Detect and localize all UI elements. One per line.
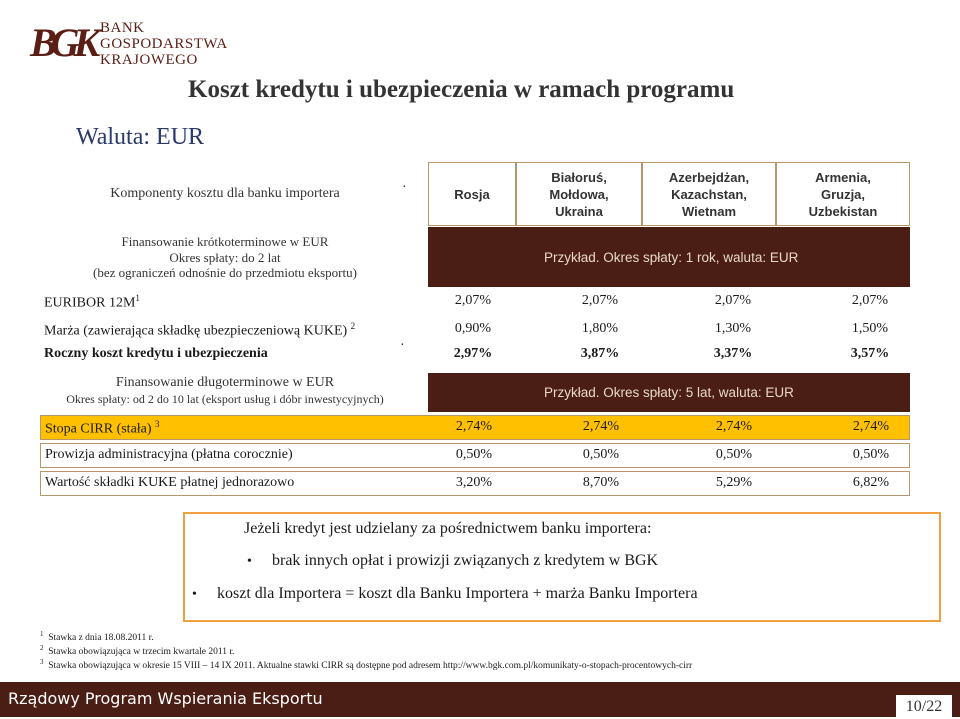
importer-bank-note-box — [183, 512, 941, 622]
table-row-cirr: Stopa CIRR (stała) 3 2,74% 2,74% 2,74% 2… — [40, 415, 910, 440]
value-armenia: 2,07% — [851, 293, 889, 308]
table-row-marza: Marża (zawierająca składkę ubezpieczenio… — [40, 318, 910, 342]
value-armenia: 1,50% — [851, 321, 889, 336]
value-rosja: 0,50% — [455, 447, 493, 462]
page-number: 10/22 — [896, 695, 952, 717]
long-term-example-band: Przykład. Okres spłaty: 5 lat, waluta: E… — [428, 373, 910, 412]
value-bialorus: 1,80% — [581, 321, 619, 336]
table-row-prowizja: Prowizja administracyjna (płatna coroczn… — [40, 443, 910, 468]
table-row-roczny-koszt: Roczny koszt kredytu i ubezpieczenia 2,9… — [40, 343, 910, 367]
row-label: Marża (zawierająca składkę ubezpieczenio… — [44, 321, 356, 339]
logo-text-line-3: KRAJOWEGO — [100, 52, 198, 68]
table-row-skladka-kuke: Wartość składki KUKE płatnej jednorazowo… — [40, 471, 910, 496]
currency-label: Waluta: EUR — [76, 124, 205, 150]
note-bullet-1: brak innych opłat i prowizji związanych … — [272, 552, 659, 569]
note-bullet-2: koszt dla Importera = koszt dla Banku Im… — [217, 585, 698, 602]
note-heading: Jeżeli kredyt jest udzielany za pośredni… — [244, 520, 652, 537]
bullet-icon: • — [192, 587, 197, 602]
value-armenia: 3,57% — [850, 346, 890, 361]
logo-text-line-2: GOSPODARSTWA — [100, 36, 228, 52]
components-header-label: Komponenty kosztu dla banku importera — [110, 186, 340, 201]
bullet-icon: • — [247, 554, 252, 569]
column-header-rosja: Rosja — [428, 162, 516, 226]
value-bialorus: 2,07% — [581, 293, 619, 308]
value-bialorus: 3,87% — [580, 346, 620, 361]
value-azerbejdzan: 2,74% — [715, 419, 753, 434]
short-term-title: Finansowanie krótkoterminowe w EUR — [121, 234, 329, 249]
value-rosja: 2,97% — [453, 346, 493, 361]
value-rosja: 0,90% — [454, 321, 492, 336]
value-armenia: 6,82% — [852, 475, 890, 490]
value-armenia: 2,74% — [852, 419, 890, 434]
footnote-1: 1 Stawka z dnia 18.08.2011 r. — [40, 630, 154, 644]
row-label: Roczny koszt kredytu i ubezpieczenia — [44, 346, 268, 361]
long-term-title: Finansowanie długoterminowe w EUR — [115, 375, 335, 390]
value-rosja: 3,20% — [455, 475, 493, 490]
column-header-bialorus: Białoruś, Mołdowa, Ukraina — [516, 162, 642, 226]
value-armenia: 0,50% — [852, 447, 890, 462]
short-term-period: Okres spłaty: do 2 lat — [169, 250, 281, 265]
logo-text-line-1: BANK — [100, 20, 145, 36]
row-label: Stopa CIRR (stała) 3 — [45, 419, 160, 437]
long-term-period: Okres spłaty: od 2 do 10 lat (eksport us… — [66, 392, 384, 406]
value-azerbejdzan: 5,29% — [715, 475, 753, 490]
value-azerbejdzan: 1,30% — [714, 321, 752, 336]
footer-bar — [0, 682, 960, 717]
dot-marker: · — [402, 180, 407, 195]
value-azerbejdzan: 3,37% — [713, 346, 753, 361]
column-header-azerbejdzan: Azerbejdżan, Kazachstan, Wietnam — [642, 162, 776, 226]
footnote-2: 2 Stawka obowiązująca w trzecim kwartale… — [40, 644, 235, 658]
row-label: EURIBOR 12M1 — [44, 293, 140, 311]
value-azerbejdzan: 0,50% — [715, 447, 753, 462]
value-azerbejdzan: 2,07% — [714, 293, 752, 308]
dot-marker: · — [400, 338, 405, 353]
row-label: Wartość składki KUKE płatnej jednorazowo — [45, 475, 295, 490]
value-rosja: 2,07% — [454, 293, 492, 308]
value-bialorus: 8,70% — [582, 475, 620, 490]
footer-program-name: Rządowy Program Wspierania Eksportu — [8, 689, 323, 708]
row-label: Prowizja administracyjna (płatna coroczn… — [45, 447, 293, 462]
short-term-scope: (bez ograniczeń odnośnie do przedmiotu e… — [93, 265, 357, 280]
bgk-logo-mark: BGK — [30, 20, 100, 65]
slide-title: Koszt kredytu i ubezpieczenia w ramach p… — [188, 76, 735, 103]
table-row-euribor: EURIBOR 12M1 2,07% 2,07% 2,07% 2,07% — [40, 290, 910, 314]
short-term-example-band: Przykład. Okres spłaty: 1 rok, waluta: E… — [428, 227, 910, 287]
column-header-armenia: Armenia, Gruzja, Uzbekistan — [776, 162, 910, 226]
value-bialorus: 0,50% — [582, 447, 620, 462]
footnote-3: 3 Stawka obowiązująca w okresie 15 VIII … — [40, 658, 693, 672]
value-rosja: 2,74% — [455, 419, 493, 434]
value-bialorus: 2,74% — [582, 419, 620, 434]
